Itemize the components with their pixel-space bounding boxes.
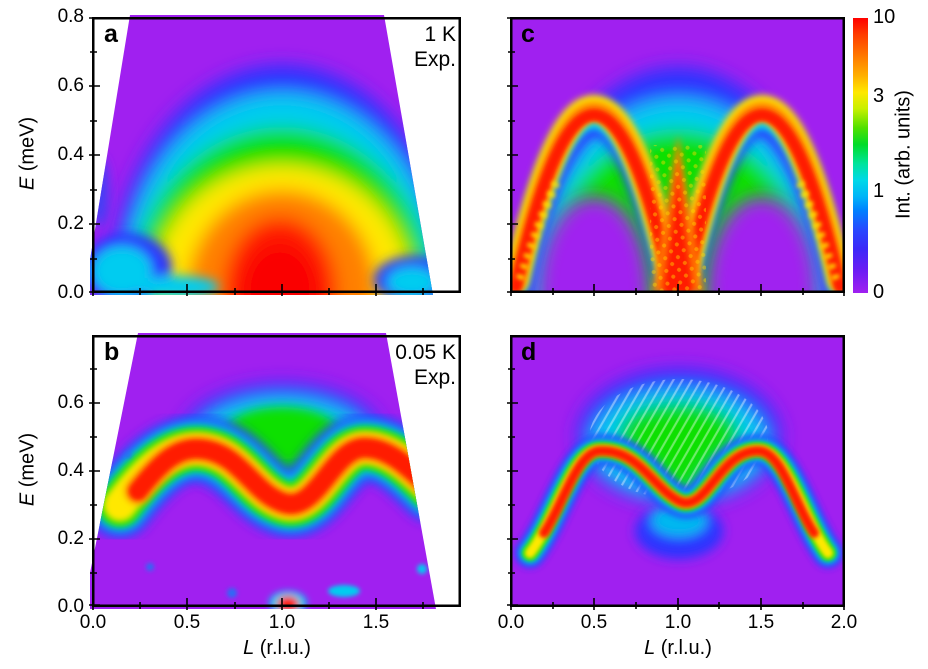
- a-ytick-0.6: 0.6: [57, 75, 84, 96]
- panel-a-letter: a: [104, 20, 118, 48]
- panel-d-heatmap: [507, 335, 845, 610]
- panel-d-letter: d: [521, 338, 537, 366]
- panel-b: [89, 333, 461, 610]
- panel-a-annotation-temp: 1 K: [424, 23, 456, 46]
- d-xtick-0.5: 0.5: [580, 612, 608, 633]
- d-xtick-0.0: 0.0: [497, 612, 525, 633]
- panel-c: [507, 17, 845, 296]
- panel-a-annotation-exp: Exp.: [413, 48, 456, 71]
- panel-a-heatmap: [89, 15, 461, 296]
- colorbar-tick-10: 10: [873, 6, 896, 28]
- panel-d: [507, 335, 845, 610]
- panel-b-annotation-exp: Exp.: [413, 366, 456, 389]
- panel-a-ticks: [89, 17, 424, 296]
- panel-b-xlabel: L (r.l.u.): [197, 637, 357, 660]
- panel-b-letter: b: [104, 338, 120, 366]
- xlabel-unit: (r.l.u.): [655, 637, 712, 659]
- b-ytick-0.6: 0.6: [57, 392, 84, 413]
- panel-c-letter: c: [521, 20, 535, 48]
- panel-b-ylabel: E (meV): [17, 390, 40, 550]
- d-xtick-2.0: 2.0: [830, 612, 858, 633]
- panel-d-xlabel: L (r.l.u.): [598, 637, 758, 660]
- b-ytick-0.2: 0.2: [57, 528, 84, 549]
- panel-c-ticks: [507, 17, 845, 296]
- colorbar-tick-1: 1: [873, 180, 885, 202]
- ylabel-symbol: E: [16, 492, 39, 507]
- xlabel-unit: (r.l.u.): [254, 637, 311, 659]
- panel-b-ticks: [89, 368, 424, 610]
- a-ytick-0.2: 0.2: [57, 213, 84, 234]
- xlabel-symbol: L: [243, 637, 255, 659]
- colorbar-label: Int. (arb. units): [892, 90, 915, 219]
- panel-d-ticks: [507, 368, 845, 610]
- colorbar: [853, 18, 868, 293]
- d-xtick-1.0: 1.0: [664, 612, 692, 633]
- b-xtick-1.5: 1.5: [362, 612, 390, 633]
- a-ytick-0.8: 0.8: [57, 6, 84, 27]
- d-xtick-1.5: 1.5: [747, 612, 775, 633]
- colorbar-tick-3: 3: [873, 85, 885, 107]
- a-ytick-0.4: 0.4: [57, 144, 84, 165]
- ylabel-unit: (meV): [16, 116, 39, 177]
- panel-c-heatmap: [507, 17, 845, 296]
- xlabel-symbol: L: [644, 637, 656, 659]
- b-ytick-0.0: 0.0: [57, 596, 84, 617]
- ylabel-symbol: E: [16, 176, 39, 191]
- a-ytick-0.0: 0.0: [57, 282, 84, 303]
- b-ytick-0.4: 0.4: [57, 460, 84, 481]
- panel-a-ylabel: E (meV): [17, 74, 40, 234]
- b-xtick-0.5: 0.5: [173, 612, 201, 633]
- colorbar-tick-0: 0: [873, 281, 885, 303]
- ylabel-unit: (meV): [16, 432, 39, 493]
- panel-b-annotation-temp: 0.05 K: [395, 341, 456, 364]
- panel-b-heatmap: [89, 333, 461, 610]
- b-xtick-1.0: 1.0: [268, 612, 296, 633]
- b-xtick-0.0: 0.0: [79, 612, 107, 633]
- panel-a: [89, 15, 461, 296]
